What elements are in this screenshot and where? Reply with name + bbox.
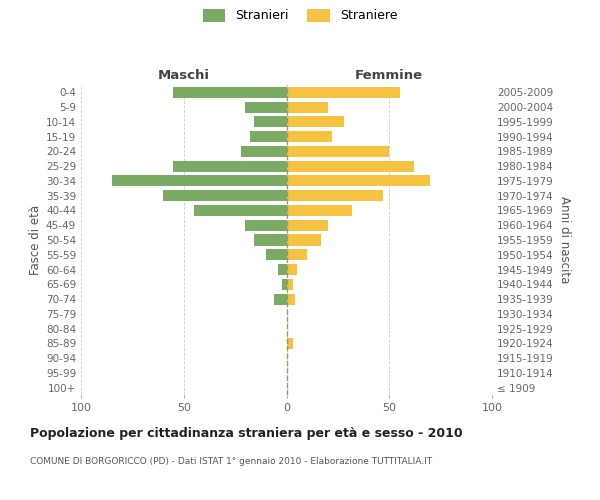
Bar <box>112 176 287 186</box>
Bar <box>287 190 383 201</box>
Legend: Stranieri, Straniere: Stranieri, Straniere <box>203 8 397 22</box>
Bar <box>287 234 322 246</box>
Bar <box>287 338 293 349</box>
Bar <box>250 131 287 142</box>
Y-axis label: Fasce di età: Fasce di età <box>29 205 42 275</box>
Bar <box>287 146 389 157</box>
Bar <box>287 249 307 260</box>
Bar <box>283 279 287 290</box>
Text: Femmine: Femmine <box>355 69 424 82</box>
Text: Popolazione per cittadinanza straniera per età e sesso - 2010: Popolazione per cittadinanza straniera p… <box>30 428 463 440</box>
Text: COMUNE DI BORGORICCO (PD) - Dati ISTAT 1° gennaio 2010 - Elaborazione TUTTITALIA: COMUNE DI BORGORICCO (PD) - Dati ISTAT 1… <box>30 458 432 466</box>
Bar <box>278 264 287 275</box>
Bar <box>173 160 287 172</box>
Bar <box>254 116 287 128</box>
Bar <box>287 160 414 172</box>
Bar <box>287 294 295 304</box>
Bar <box>287 87 400 98</box>
Bar <box>173 87 287 98</box>
Bar <box>287 131 332 142</box>
Bar <box>287 264 297 275</box>
Bar <box>266 249 287 260</box>
Bar <box>287 205 352 216</box>
Bar <box>245 102 287 112</box>
Bar <box>287 220 328 231</box>
Bar <box>287 102 328 112</box>
Bar <box>254 234 287 246</box>
Bar <box>194 205 287 216</box>
Bar <box>241 146 287 157</box>
Bar <box>245 220 287 231</box>
Bar <box>274 294 287 304</box>
Bar <box>287 116 344 128</box>
Bar <box>163 190 287 201</box>
Y-axis label: Anni di nascita: Anni di nascita <box>558 196 571 284</box>
Bar <box>287 176 430 186</box>
Text: Maschi: Maschi <box>158 69 210 82</box>
Bar <box>287 279 293 290</box>
